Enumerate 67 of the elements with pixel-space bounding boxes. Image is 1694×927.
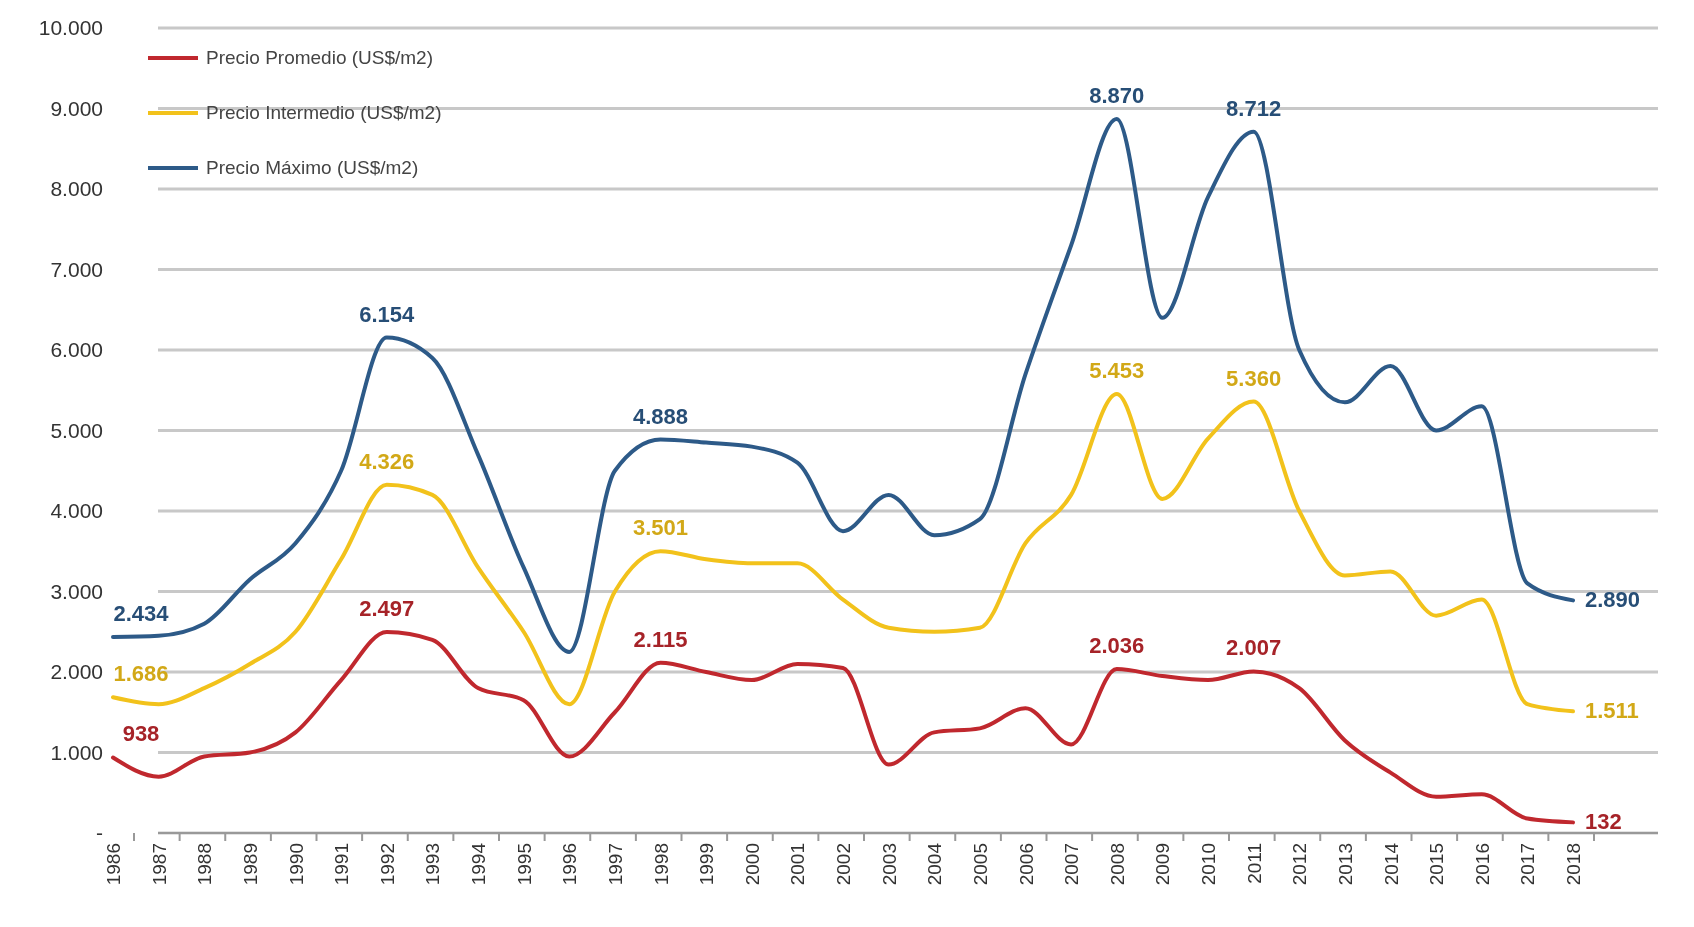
legend-label: Precio Intermedio (US$/m2) <box>206 102 442 123</box>
x-tick-label: 1996 <box>559 843 581 886</box>
x-tick-label: 2006 <box>1015 843 1037 886</box>
data-label: 2.036 <box>1089 633 1145 659</box>
data-label: 132 <box>1585 809 1622 835</box>
data-label: 2.497 <box>359 595 415 621</box>
data-label: 2.115 <box>633 626 688 652</box>
line-series <box>111 392 1575 714</box>
x-tick-label: 2013 <box>1334 843 1356 886</box>
x-tick-label: 2001 <box>787 843 809 886</box>
x-tick-label: 2015 <box>1426 843 1448 886</box>
x-tick-label: 2014 <box>1380 842 1402 886</box>
y-tick-label: 8.000 <box>50 177 103 200</box>
data-label: 4.326 <box>359 448 415 474</box>
x-tick-label: 1986 <box>103 843 124 886</box>
legend-label: Precio Máximo (US$/m2) <box>206 157 419 178</box>
x-tick-label: 2012 <box>1289 843 1311 886</box>
line-series <box>111 629 1575 825</box>
x-tick-label: 2003 <box>878 843 900 886</box>
y-tick-label: - <box>96 821 103 844</box>
data-label: 8.870 <box>1089 82 1145 108</box>
data-label: 5.360 <box>1226 365 1282 391</box>
x-tick-label: 2016 <box>1471 843 1493 886</box>
x-tick-label: 2011 <box>1243 843 1265 884</box>
x-tick-label: 1988 <box>194 843 216 886</box>
x-tick-label: 2000 <box>741 843 763 886</box>
x-tick-label: 1994 <box>468 842 489 886</box>
y-tick-label: 10.000 <box>38 16 103 39</box>
y-tick-label: 4.000 <box>50 499 103 522</box>
x-tick-label: 1997 <box>604 843 626 886</box>
y-tick-label: 5.000 <box>50 418 103 442</box>
y-tick-label: 6.000 <box>50 338 103 361</box>
x-tick-label: 2004 <box>924 842 946 886</box>
x-tick-label: 1987 <box>148 843 170 886</box>
data-label: 4.888 <box>632 403 689 429</box>
x-tick-label: 2008 <box>1106 843 1128 886</box>
x-tick-label: 2002 <box>833 843 854 886</box>
x-tick-label: 1993 <box>422 843 444 886</box>
x-tick-label: 1995 <box>513 843 535 886</box>
x-tick-label: 1998 <box>650 843 672 886</box>
x-tick-label: 1990 <box>285 843 307 886</box>
data-label: 8.712 <box>1226 95 1282 121</box>
data-label: 3.501 <box>632 515 689 541</box>
data-label: 1.511 <box>1585 698 1639 724</box>
data-label: 938 <box>122 721 160 747</box>
x-tick-label: 2018 <box>1563 843 1584 886</box>
data-label: 2.007 <box>1226 635 1282 661</box>
x-tick-label: 2005 <box>969 843 991 886</box>
y-tick-label: 7.000 <box>50 257 103 281</box>
x-tick-label: 2009 <box>1152 843 1174 886</box>
x-tick-label: 2017 <box>1517 843 1539 886</box>
y-tick-label: 2.000 <box>50 660 103 683</box>
data-label: 1.686 <box>113 661 169 687</box>
y-tick-label: 3.000 <box>50 579 103 603</box>
y-tick-label: 1.000 <box>50 740 103 764</box>
data-label: 2.890 <box>1585 587 1641 613</box>
y-tick-label: 9.000 <box>50 96 103 120</box>
data-label: 6.154 <box>359 301 416 327</box>
data-label: 2.434 <box>113 601 170 627</box>
x-tick-label: 2010 <box>1198 843 1219 886</box>
x-tick-label: 2007 <box>1061 843 1083 886</box>
x-tick-label: 1992 <box>376 843 398 886</box>
legend-label: Precio Promedio (US$/m2) <box>206 47 434 68</box>
data-label: 5.453 <box>1089 358 1145 384</box>
x-tick-label: 1991 <box>331 843 353 886</box>
x-tick-label: 1999 <box>696 843 718 886</box>
x-tick-label: 1989 <box>239 843 261 886</box>
